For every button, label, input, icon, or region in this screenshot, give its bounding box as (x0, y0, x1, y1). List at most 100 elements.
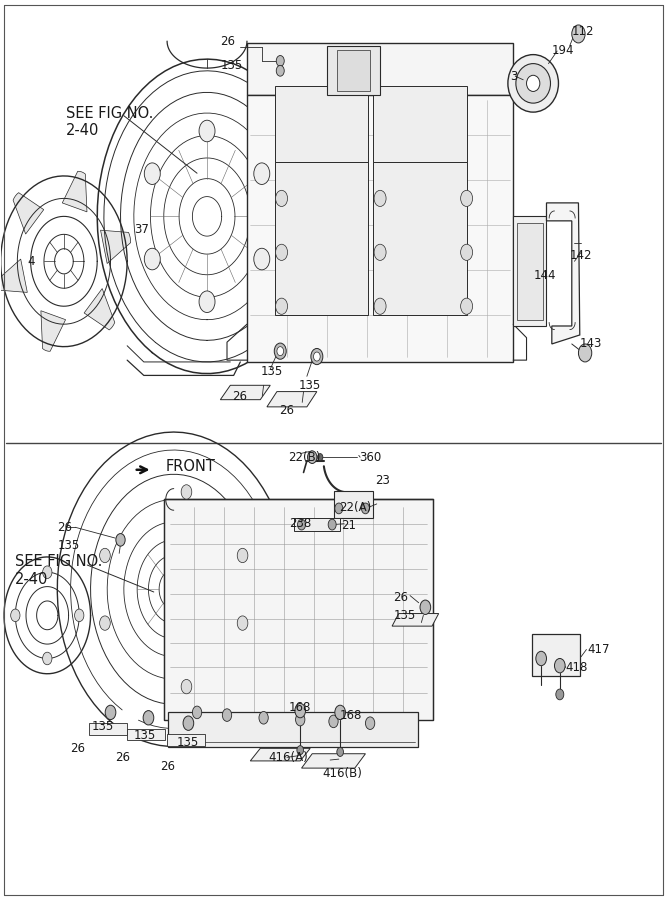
Circle shape (554, 659, 565, 673)
Circle shape (277, 346, 283, 356)
Circle shape (374, 190, 386, 206)
Circle shape (275, 190, 287, 206)
Circle shape (99, 616, 110, 630)
Bar (164, 500, 434, 720)
Polygon shape (13, 193, 44, 234)
Bar (374, 162, 467, 315)
Circle shape (254, 248, 269, 270)
Polygon shape (513, 216, 546, 326)
Circle shape (374, 244, 386, 260)
Ellipse shape (508, 55, 558, 112)
Text: 26: 26 (57, 521, 72, 534)
Circle shape (307, 451, 317, 464)
Circle shape (313, 352, 320, 361)
Text: 4: 4 (27, 255, 35, 268)
Polygon shape (220, 385, 270, 400)
Text: 26: 26 (232, 391, 247, 403)
Text: 417: 417 (588, 643, 610, 656)
Text: 135: 135 (220, 58, 243, 72)
Polygon shape (250, 748, 310, 760)
Text: 416(B): 416(B) (323, 767, 363, 780)
Circle shape (295, 704, 305, 718)
Text: 143: 143 (580, 338, 602, 350)
Text: 135: 135 (394, 608, 416, 622)
Circle shape (183, 716, 193, 731)
Bar (247, 95, 513, 362)
Circle shape (335, 706, 346, 720)
Text: SEE FIG NO.: SEE FIG NO. (15, 554, 103, 569)
Circle shape (274, 343, 286, 359)
Text: 135: 135 (91, 720, 113, 733)
Text: 21: 21 (342, 519, 356, 532)
Circle shape (237, 548, 248, 562)
Text: 360: 360 (359, 451, 381, 464)
Circle shape (362, 503, 370, 514)
Text: FRONT: FRONT (166, 459, 215, 473)
Bar (169, 713, 418, 746)
Circle shape (536, 652, 546, 666)
Circle shape (337, 747, 344, 756)
Circle shape (143, 711, 154, 725)
Circle shape (144, 248, 160, 270)
Text: 135: 135 (299, 379, 321, 392)
Circle shape (329, 716, 338, 728)
Circle shape (374, 298, 386, 314)
Circle shape (237, 616, 248, 630)
Polygon shape (301, 753, 366, 768)
Circle shape (297, 745, 303, 754)
Circle shape (199, 291, 215, 312)
Circle shape (75, 609, 84, 622)
Polygon shape (41, 310, 65, 351)
Circle shape (461, 190, 473, 206)
Circle shape (11, 609, 20, 622)
Circle shape (181, 680, 192, 694)
Circle shape (311, 348, 323, 364)
Circle shape (366, 717, 375, 730)
Text: 26: 26 (394, 591, 408, 604)
Polygon shape (546, 202, 580, 344)
Circle shape (328, 519, 336, 530)
Text: 168: 168 (340, 709, 363, 723)
Circle shape (275, 298, 287, 314)
Text: 3: 3 (510, 69, 518, 83)
Text: 416(A): 416(A) (268, 751, 308, 764)
Circle shape (317, 454, 323, 461)
Text: 168: 168 (288, 700, 311, 714)
Circle shape (276, 56, 284, 67)
Circle shape (572, 25, 585, 43)
Circle shape (461, 244, 473, 260)
Bar (327, 46, 380, 95)
Text: 135: 135 (176, 736, 199, 750)
Polygon shape (89, 724, 127, 735)
Text: 26: 26 (279, 404, 294, 417)
Text: 238: 238 (289, 518, 311, 530)
Polygon shape (84, 289, 115, 330)
Circle shape (181, 485, 192, 500)
Bar (275, 86, 368, 162)
Circle shape (116, 534, 125, 546)
Polygon shape (127, 729, 165, 741)
Text: 142: 142 (570, 249, 592, 263)
Circle shape (43, 566, 52, 579)
Circle shape (192, 706, 201, 719)
Text: 22(B): 22(B) (288, 451, 321, 464)
Text: 194: 194 (552, 43, 574, 57)
Circle shape (297, 519, 305, 530)
Text: 135: 135 (260, 365, 283, 378)
Circle shape (276, 66, 284, 77)
Polygon shape (0, 259, 27, 292)
Circle shape (144, 163, 160, 184)
Bar (247, 43, 513, 95)
Circle shape (578, 344, 592, 362)
Text: 22(A): 22(A) (339, 501, 371, 514)
Circle shape (556, 689, 564, 700)
Bar (337, 50, 370, 91)
Bar (374, 86, 467, 162)
Ellipse shape (526, 76, 540, 92)
Circle shape (335, 503, 343, 514)
Text: 2-40: 2-40 (66, 123, 99, 139)
Circle shape (99, 548, 110, 562)
Circle shape (199, 121, 215, 142)
Circle shape (222, 709, 231, 722)
Circle shape (43, 652, 52, 665)
